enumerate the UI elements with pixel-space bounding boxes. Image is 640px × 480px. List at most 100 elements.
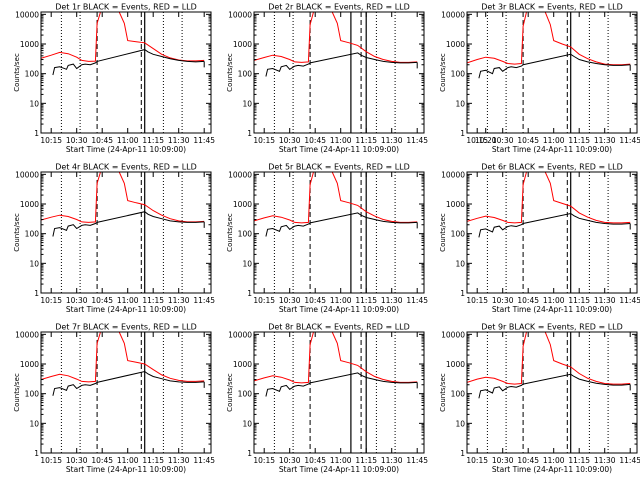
det-9r-xlabel: Start Time (24-Apr-11 10:09:00) xyxy=(492,465,612,474)
det-9r-panel: 1 10 100 1000 10000 10:15 10:30 10:45 11:00 11:15… xyxy=(439,323,640,475)
det-7r-xlabel: Start Time (24-Apr-11 10:09:00) xyxy=(66,465,186,474)
det-8r-series-events xyxy=(265,372,418,397)
det-5r-xtick-label-2: 10:45 xyxy=(304,296,326,305)
det-7r-xtick-label-3: 11:00 xyxy=(117,456,139,465)
det-7r-plot-frame xyxy=(40,331,212,454)
det-3r-xlabel: Start Time (24-Apr-11 10:09:00) xyxy=(492,145,612,154)
det-5r-xtick-label-1: 10:30 xyxy=(279,296,301,305)
det-6r-ytick-label-4: 10000 xyxy=(441,170,465,179)
det-2r-ytick-label-1: 10 xyxy=(242,99,252,108)
det-2r-series-lld xyxy=(254,12,418,63)
det-3r-ylabel: Counts/sec xyxy=(439,53,447,92)
det-6r-xtick-label-5: 11:30 xyxy=(594,296,616,305)
det-5r-series-lld xyxy=(254,172,418,224)
det-9r-title: Det 9r BLACK = Events, RED = LLD xyxy=(481,323,623,332)
det-6r-ylabel: Counts/sec xyxy=(439,213,447,252)
det-1r-ylabel: Counts/sec xyxy=(13,53,21,92)
det-1r-ytick-label-2: 100 xyxy=(25,70,40,79)
det-5r-ytick-label-3: 1000 xyxy=(233,200,252,209)
det-2r-series-events xyxy=(265,52,418,77)
det-7r-ytick-label-3: 1000 xyxy=(20,360,39,369)
det-7r-ytick-label-2: 100 xyxy=(25,390,40,399)
det-9r-xtick-label-5: 11:30 xyxy=(594,456,616,465)
det-4r-title: Det 4r BLACK = Events, RED = LLD xyxy=(55,163,197,172)
det-9r-ytick-label-3: 1000 xyxy=(446,360,465,369)
det-8r-ytick-label-4: 10000 xyxy=(228,330,252,339)
det-6r-title: Det 6r BLACK = Events, RED = LLD xyxy=(481,163,623,172)
det-8r-ytick-label-2: 100 xyxy=(238,390,253,399)
det-5r-xtick-label-4: 11:15 xyxy=(355,296,377,305)
det-7r-ylabel: Counts/sec xyxy=(13,373,21,412)
det-7r-ytick-label-4: 10000 xyxy=(15,330,39,339)
det-3r-ytick-label-0: 1 xyxy=(460,129,465,138)
det-6r-ytick-label-2: 100 xyxy=(451,230,466,239)
det-5r-ytick-label-2: 100 xyxy=(238,230,253,239)
det-2r-xtick-label-5: 11:30 xyxy=(381,136,403,145)
det-7r-title: Det 7r BLACK = Events, RED = LLD xyxy=(55,323,197,332)
det-8r-xlabel: Start Time (24-Apr-11 10:09:00) xyxy=(279,465,399,474)
det-9r-series-events xyxy=(478,373,631,399)
det-8r-xtick-label-6: 11:45 xyxy=(406,456,428,465)
det-5r-title: Det 5r BLACK = Events, RED = LLD xyxy=(268,163,410,172)
det-1r-xtick-label-5: 11:30 xyxy=(168,136,190,145)
det-8r-title: Det 8r BLACK = Events, RED = LLD xyxy=(268,323,410,332)
det-8r-xtick-label-4: 11:15 xyxy=(355,456,377,465)
det-7r-series-events xyxy=(52,370,205,396)
det-6r-series-events xyxy=(478,212,631,238)
det-2r-ytick-label-2: 100 xyxy=(238,70,253,79)
det-7r-xtick-label-4: 11:15 xyxy=(142,456,164,465)
det-9r-ytick-label-2: 100 xyxy=(451,390,466,399)
det-1r-xtick-label-4: 11:15 xyxy=(142,136,164,145)
det-9r-xtick-label-0: 10:15 xyxy=(466,456,488,465)
det-1r-ytick-label-3: 1000 xyxy=(20,40,39,49)
det-7r-xtick-label-5: 11:30 xyxy=(168,456,190,465)
det-9r-ytick-label-1: 10 xyxy=(455,419,465,428)
det-2r-xtick-label-0: 10:15 xyxy=(253,136,275,145)
det-1r-title: Det 1r BLACK = Events, RED = LLD xyxy=(55,3,197,12)
det-3r-xtick-label-5: 11:15 xyxy=(568,136,590,145)
det-4r-xtick-label-3: 11:00 xyxy=(117,296,139,305)
det-1r-series-events xyxy=(52,49,205,76)
det-2r-xtick-label-2: 10:45 xyxy=(304,136,326,145)
det-7r-xtick-label-1: 10:30 xyxy=(66,456,88,465)
det-5r-panel: 1 10 100 1000 10000 10:15 10:30 10:45 11:00 11:15… xyxy=(226,163,428,315)
det-4r-xtick-label-2: 10:45 xyxy=(91,296,113,305)
det-2r-xtick-label-6: 11:45 xyxy=(406,136,428,145)
det-1r-xtick-label-1: 10:30 xyxy=(66,136,88,145)
det-8r-xtick-label-3: 11:00 xyxy=(330,456,352,465)
det-3r-plot-frame xyxy=(466,11,638,134)
det-8r-xtick-label-5: 11:30 xyxy=(381,456,403,465)
det-6r-xtick-label-6: 11:45 xyxy=(619,296,640,305)
det-6r-xtick-label-0: 10:15 xyxy=(466,296,488,305)
det-4r-ylabel: Counts/sec xyxy=(13,213,21,252)
det-4r-xtick-label-0: 10:15 xyxy=(40,296,62,305)
det-3r-series-lld xyxy=(467,12,631,66)
det-1r-xtick-label-3: 11:00 xyxy=(117,136,139,145)
det-8r-series-lld xyxy=(254,332,418,384)
det-6r-plot-frame xyxy=(466,171,638,294)
det-7r-series-lld xyxy=(41,332,205,383)
det-5r-xtick-label-0: 10:15 xyxy=(253,296,275,305)
det-5r-plot-frame xyxy=(253,171,425,294)
det-5r-xtick-label-3: 11:00 xyxy=(330,296,352,305)
det-6r-xtick-label-4: 11:15 xyxy=(568,296,590,305)
det-9r-xtick-label-6: 11:45 xyxy=(619,456,640,465)
det-3r-ytick-label-2: 100 xyxy=(451,70,466,79)
det-4r-xtick-label-5: 11:30 xyxy=(168,296,190,305)
det-8r-ytick-label-0: 1 xyxy=(247,449,252,458)
det-6r-xlabel: Start Time (24-Apr-11 10:09:00) xyxy=(492,305,612,314)
det-9r-xtick-label-1: 10:30 xyxy=(492,456,514,465)
det-1r-xlabel: Start Time (24-Apr-11 10:09:00) xyxy=(66,145,186,154)
det-1r-xtick-label-2: 10:45 xyxy=(91,136,113,145)
det-6r-xtick-label-2: 10:45 xyxy=(517,296,539,305)
det-2r-xlabel: Start Time (24-Apr-11 10:09:00) xyxy=(279,145,399,154)
det-6r-panel: 1 10 100 1000 10000 10:15 10:30 10:45 11:00 11:15… xyxy=(439,163,640,315)
det-6r-ytick-label-0: 1 xyxy=(460,289,465,298)
det-6r-ytick-label-3: 1000 xyxy=(446,200,465,209)
det-5r-ytick-label-4: 10000 xyxy=(228,170,252,179)
det-9r-ytick-label-0: 1 xyxy=(460,449,465,458)
det-1r-series-lld xyxy=(41,12,205,62)
det-5r-ytick-label-0: 1 xyxy=(247,289,252,298)
det-3r-series-events xyxy=(478,53,631,79)
det-1r-xtick-label-0: 10:15 xyxy=(40,136,62,145)
